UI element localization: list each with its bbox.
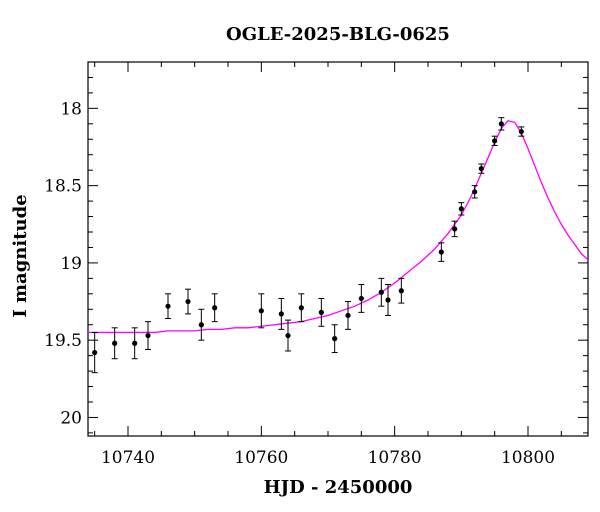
data-point bbox=[492, 138, 498, 144]
data-point bbox=[298, 305, 304, 311]
data-point bbox=[332, 336, 338, 342]
data-point bbox=[112, 340, 118, 346]
data-point bbox=[438, 249, 444, 255]
x-axis-label: HJD - 2450000 bbox=[264, 477, 413, 498]
y-tick-label: 18 bbox=[60, 99, 82, 119]
model-curve bbox=[88, 120, 588, 334]
data-point bbox=[198, 322, 204, 328]
y-tick-label: 19 bbox=[60, 254, 82, 274]
data-point bbox=[185, 298, 191, 305]
y-tick-label: 20 bbox=[60, 408, 82, 428]
y-axis-label: I magnitude bbox=[10, 194, 31, 317]
data-point bbox=[518, 128, 524, 135]
y-tick-label: 18.5 bbox=[44, 177, 82, 197]
x-tick-label: 10800 bbox=[501, 448, 555, 468]
data-point bbox=[165, 303, 171, 309]
plot-frame bbox=[87, 61, 589, 437]
data-point bbox=[385, 297, 391, 303]
data-point bbox=[285, 332, 291, 339]
data-point bbox=[398, 288, 404, 294]
data-point bbox=[145, 332, 151, 339]
chart-title: OGLE-2025-BLG-0625 bbox=[226, 24, 450, 45]
x-tick-label: 10760 bbox=[234, 448, 288, 468]
data-point bbox=[472, 189, 478, 195]
data-point bbox=[132, 340, 138, 346]
x-tick-label: 10740 bbox=[101, 448, 155, 468]
data-point bbox=[212, 305, 218, 311]
data-point bbox=[318, 309, 324, 315]
data-point bbox=[258, 308, 264, 314]
data-point bbox=[278, 311, 284, 317]
data-point bbox=[478, 166, 484, 172]
data-point bbox=[458, 206, 464, 212]
data-point bbox=[378, 289, 384, 295]
data-point bbox=[358, 295, 364, 302]
x-tick-label: 10780 bbox=[368, 448, 422, 468]
data-point bbox=[345, 312, 351, 319]
data-point bbox=[498, 121, 504, 127]
plot-area: 10740 10760 10780 10800 18 18.5 19 19.5 20 bbox=[44, 61, 589, 468]
data-point bbox=[92, 349, 98, 356]
data-point bbox=[452, 226, 458, 232]
y-tick-label: 19.5 bbox=[44, 331, 82, 351]
